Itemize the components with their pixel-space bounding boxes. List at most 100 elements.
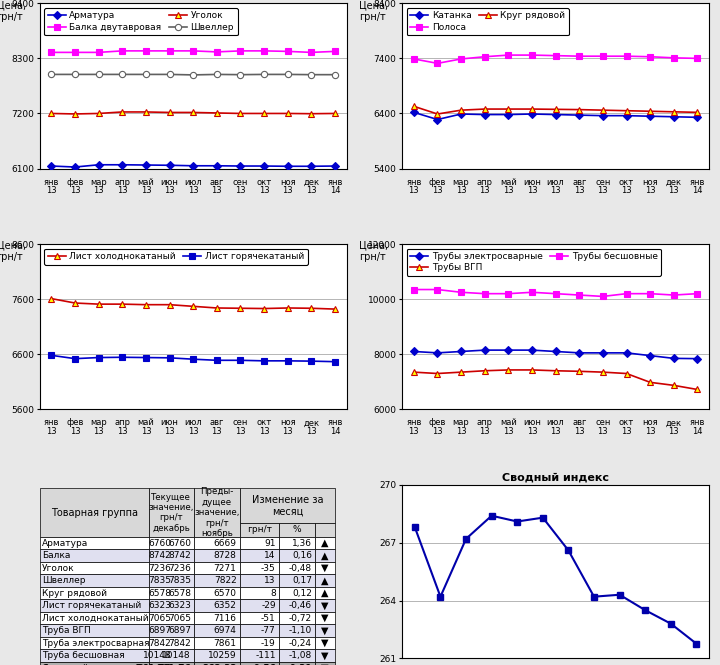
Bar [194, 662, 240, 665]
Text: 0,12: 0,12 [292, 589, 312, 598]
Text: окт: окт [619, 418, 634, 428]
Bar [315, 562, 335, 575]
Text: ноя: ноя [642, 418, 658, 428]
Трубы ВГП [433, 370, 442, 378]
Text: окт: окт [619, 178, 634, 187]
Уголок [284, 110, 292, 118]
Bar [240, 549, 279, 562]
Text: фев: фев [66, 418, 84, 428]
Катанка [528, 110, 536, 118]
Bar [315, 599, 335, 612]
Text: 13: 13 [432, 427, 443, 436]
Text: авг: авг [572, 178, 586, 187]
Катанка [480, 110, 489, 118]
Text: 13: 13 [70, 427, 81, 436]
Text: 14: 14 [330, 427, 340, 436]
Трубы бесшовные [480, 290, 489, 298]
Bar [240, 575, 279, 587]
Швеллер [165, 70, 174, 78]
Text: 13: 13 [306, 186, 317, 195]
Bar [40, 575, 148, 587]
Трубы ВГП [693, 386, 702, 394]
Трубы ВГП [598, 368, 607, 376]
Лист горячекатаный [71, 354, 79, 362]
Bar [148, 599, 194, 612]
Text: 13: 13 [188, 186, 199, 195]
Bar [148, 662, 194, 665]
Швеллер [94, 70, 103, 78]
Арматура [94, 161, 103, 169]
Text: 13: 13 [480, 427, 490, 436]
Text: 0,16: 0,16 [292, 551, 312, 560]
Лист холоднокатаный [260, 305, 269, 313]
Трубы бесшовные [693, 290, 702, 298]
Bar [148, 649, 194, 662]
Text: 10148: 10148 [143, 651, 171, 660]
Арматура [47, 162, 55, 170]
Круг рядовой [480, 105, 489, 113]
Text: -51: -51 [261, 614, 276, 622]
Text: 13: 13 [480, 186, 490, 195]
Text: 14: 14 [264, 551, 276, 560]
Text: Товарная группа: Товарная группа [50, 507, 138, 517]
Катанка [646, 112, 654, 120]
Text: 13: 13 [668, 186, 679, 195]
Трубы бесшовные [433, 285, 442, 293]
Катанка [622, 112, 631, 120]
Арматура [118, 161, 127, 169]
Круг рядовой [646, 107, 654, 115]
Полоса [575, 52, 584, 60]
Bar [148, 624, 194, 637]
Швеллер [142, 70, 150, 78]
Text: 13: 13 [306, 427, 317, 436]
Bar [148, 488, 194, 537]
Text: 6578: 6578 [148, 589, 171, 598]
Text: фев: фев [429, 418, 446, 428]
Bar [315, 523, 335, 537]
Трубы бесшовные [504, 290, 513, 298]
Bar [279, 562, 315, 575]
Полоса [552, 52, 560, 60]
Швеллер [284, 70, 292, 78]
Text: янв: янв [44, 418, 59, 428]
Балка двутавровая [47, 49, 55, 57]
Line: Балка двутавровая: Балка двутавровая [48, 48, 338, 55]
Text: -111: -111 [256, 651, 276, 660]
Text: апр: апр [114, 178, 130, 187]
Трубы ВГП [410, 368, 418, 376]
Text: ▼: ▼ [321, 650, 329, 660]
Text: Труба бесшовная: Труба бесшовная [42, 651, 125, 660]
Трубы ВГП [670, 381, 678, 389]
Балка двутавровая [71, 49, 79, 57]
Text: 13: 13 [188, 427, 199, 436]
Трубы ВГП [480, 367, 489, 375]
Text: янв: янв [690, 178, 705, 187]
Bar [194, 562, 240, 575]
Legend: Арматура, Балка двутавровая, Уголок, Швеллер: Арматура, Балка двутавровая, Уголок, Шве… [44, 8, 238, 35]
Bar [240, 624, 279, 637]
Text: Лист холоднокатаный: Лист холоднокатаный [42, 614, 149, 622]
Bar [40, 649, 148, 662]
Text: Арматура: Арматура [42, 539, 89, 548]
Text: 7835: 7835 [168, 576, 191, 585]
Text: 13: 13 [117, 186, 127, 195]
Трубы бесшовные [622, 290, 631, 298]
Text: 13: 13 [456, 427, 467, 436]
Text: ▲: ▲ [321, 551, 329, 561]
Text: окт: окт [256, 178, 271, 187]
Text: 7236: 7236 [148, 564, 171, 573]
Text: 7861: 7861 [214, 638, 236, 648]
Text: 91: 91 [264, 539, 276, 548]
Text: сен: сен [595, 418, 611, 428]
Text: Труба электросварная: Труба электросварная [42, 638, 150, 648]
Legend: Лист холоднокатаный, Лист горячекатаный: Лист холоднокатаный, Лист горячекатаный [44, 249, 307, 265]
Text: 13: 13 [282, 427, 293, 436]
Bar [240, 562, 279, 575]
Bar [194, 637, 240, 649]
Лист холоднокатаный [212, 304, 221, 312]
Катанка [410, 108, 418, 116]
Лист горячекатаный [236, 356, 245, 364]
Y-axis label: Цена,
грн/т: Цена, грн/т [359, 241, 388, 263]
Text: май: май [138, 418, 154, 428]
Лист горячекатаный [47, 351, 55, 359]
